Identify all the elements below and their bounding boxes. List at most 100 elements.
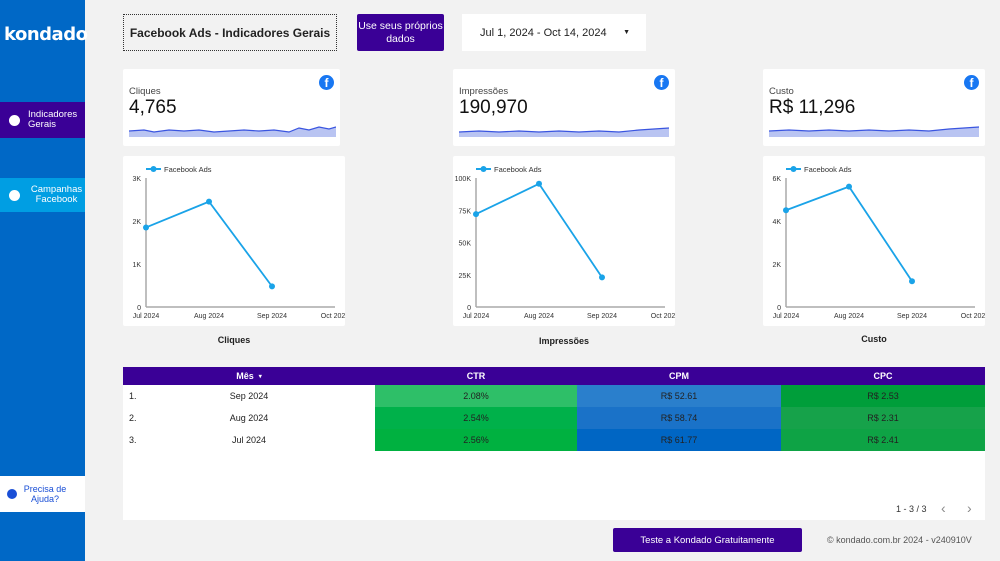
row-index: 3. [129,435,137,445]
sort-icon: ▾ [258,373,262,380]
chart-cliques: 0 1K 2K 3K Jul 2024 Aug 2024 Sep 2024 Oct 2024 F… [123,156,349,326]
line-chart: 0 2K 4K 6K Jul 2024 Aug 2024 Sep 2024 Oct 2024 F… [772,165,989,320]
sidebar-item-campanhas-facebook[interactable]: Campanhas Facebook [0,178,85,212]
kpi-card-impressoes: f Impressões 190,970 [453,69,675,146]
y-tick-label: 2K [772,262,781,269]
kpi-label: Impressões [459,86,509,97]
free-trial-button[interactable]: Teste a Kondado Gratuitamente [613,528,802,552]
data-point[interactable] [536,180,542,187]
y-tick-label: 6K [772,176,781,183]
copyright: © kondado.com.br 2024 - v240910V [827,535,972,545]
sidebar-item-label: Campanhas Facebook [30,184,83,205]
legend-marker [150,166,157,172]
bullet-icon [9,189,20,201]
row-index: 1. [129,391,137,401]
kpi-value: R$ 11,296 [769,97,856,118]
prev-page-icon[interactable]: ‹ [941,500,946,516]
ctr-cell: 2.56% [375,429,577,451]
data-point[interactable] [269,283,275,290]
y-tick-label: 0 [137,305,141,312]
column-header-ctr[interactable]: CTR [466,371,486,381]
series-line [145,200,273,287]
y-tick-label: 1K [132,262,141,269]
next-page-icon[interactable]: › [967,500,972,516]
series-line [475,182,603,278]
column-header-cpm[interactable]: CPM [669,371,689,381]
use-own-data-button[interactable]: Use seus próprios dados [357,14,444,51]
column-header-cpc[interactable]: CPC [873,371,893,381]
y-tick-label: 75K [459,208,472,215]
cpm-cell: R$ 52.61 [577,385,781,407]
column-header-mes[interactable]: Mês ▾ [123,367,375,385]
sidebar-item-indicadores-gerais[interactable]: Indicadores Gerais [0,102,85,138]
facebook-icon: f [654,75,669,90]
data-point[interactable] [206,198,212,205]
chart-impressoes: 0 25K 50K 75K 100K Jul 2024 Aug 2024 Sep 2024 Oc… [453,156,680,326]
x-tick-label: Jul 2024 [773,313,800,320]
table-row: 3. Jul 2024 2.56% R$ 61.77 R$ 2.41 [123,429,985,451]
help-label: Precisa de Ajuda? [23,484,67,504]
x-tick-label: Oct 2024 [321,313,345,320]
cpm-cell: R$ 58.74 [577,407,781,429]
sparkline [459,127,669,137]
line-chart: 0 25K 50K 75K 100K Jul 2024 Aug 2024 Sep 2024 Oc… [455,165,680,320]
line-chart: 0 1K 2K 3K Jul 2024 Aug 2024 Sep 2024 Oct 2024 F… [132,165,349,320]
x-tick-label: Jul 2024 [463,313,490,320]
month-value: Sep 2024 [229,391,269,401]
caret-down-icon: ▼ [623,29,630,36]
data-point[interactable] [783,207,789,214]
help-link[interactable]: Precisa de Ajuda? [0,476,85,512]
kondado-logo: kondado [4,24,88,45]
x-tick-label: Oct 2024 [961,313,985,320]
x-tick-label: Oct 2024 [651,313,675,320]
data-point[interactable] [909,278,915,285]
legend-label: Facebook Ads [494,165,542,174]
y-tick-label: 25K [459,273,472,280]
month-value: Aug 2024 [229,413,269,423]
bullet-icon [9,114,20,126]
y-tick-label: 3K [132,176,141,183]
pagination-label: 1 - 3 / 3 [896,504,927,514]
table-row: 2. Aug 2024 2.54% R$ 58.74 R$ 2.31 [123,407,985,429]
y-tick-label: 0 [467,305,471,312]
data-point[interactable] [473,211,479,218]
data-point[interactable] [599,274,605,281]
cpc-cell: R$ 2.31 [781,407,985,429]
table-row: 1. Sep 2024 2.08% R$ 52.61 R$ 2.53 [123,385,985,407]
data-point[interactable] [846,183,852,190]
data-point[interactable] [143,224,149,231]
ctr-cell: 2.54% [375,407,577,429]
month-cell: 3. Jul 2024 [123,429,375,451]
kpi-value: 190,970 [459,97,528,118]
date-range-picker[interactable]: Jul 1, 2024 - Oct 14, 2024 ▼ [462,14,646,51]
cpm-cell: R$ 61.77 [577,429,781,451]
row-index: 2. [129,413,137,423]
legend-label: Facebook Ads [804,165,852,174]
legend-marker [790,166,797,172]
x-tick-label: Jul 2024 [133,313,160,320]
x-tick-label: Sep 2024 [587,313,617,320]
y-tick-label: 100K [455,176,472,183]
y-tick-label: 0 [777,305,781,312]
table-header: Mês ▾ CTR CPM CPC [123,367,985,385]
month-value: Jul 2024 [231,435,267,445]
x-tick-label: Sep 2024 [257,313,287,320]
sidebar-item-label: Indicadores Gerais [28,109,78,130]
month-cell: 1. Sep 2024 [123,385,375,407]
x-tick-label: Sep 2024 [897,313,927,320]
facebook-icon: f [964,75,979,90]
facebook-icon: f [319,75,334,90]
kpi-card-custo: f Custo R$ 11,296 [763,69,985,146]
chart-custo: 0 2K 4K 6K Jul 2024 Aug 2024 Sep 2024 Oct 2024 F… [763,156,989,326]
x-tick-label: Aug 2024 [524,313,554,320]
cpc-cell: R$ 2.53 [781,385,985,407]
sparkline [769,126,979,137]
sparkline [129,126,336,137]
kpi-card-cliques: f Cliques 4,765 [123,69,340,146]
kpi-value: 4,765 [129,97,177,118]
legend-marker [480,166,487,172]
page-title: Facebook Ads - Indicadores Gerais [123,14,337,51]
kpi-label: Custo [769,86,794,97]
series-line [785,185,913,282]
y-tick-label: 4K [772,219,781,226]
